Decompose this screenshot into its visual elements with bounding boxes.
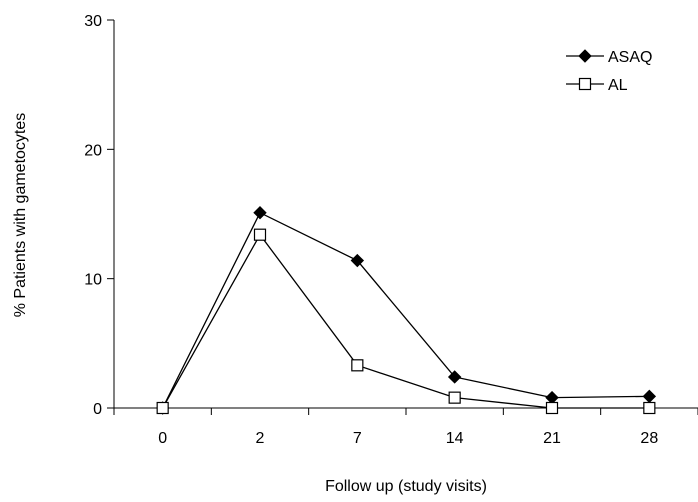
legend-label: ASAQ [608,49,652,66]
series-group [155,205,657,415]
data-point-asaq [642,389,657,404]
x-ticks: 0 2 7 14 21 28 [113,408,698,447]
series-line-al [162,233,650,409]
y-axis-title: % Patients with gametocytes [12,113,29,318]
data-point-al [448,391,461,404]
data-point-asaq [545,390,559,405]
y-tick-label: 10 [84,272,102,289]
legend-label: AL [608,77,628,94]
y-tick-label: 20 [84,142,102,159]
y-ticks: 0 10 20 30 [84,13,114,418]
legend-marker [578,49,592,63]
x-tick-label: 14 [446,430,464,447]
legend: ASAQ AL [566,49,652,94]
data-point-asaq [350,253,365,268]
y-tick-label: 0 [93,401,102,418]
data-point-al [351,359,364,372]
legend-item-asaq: ASAQ [566,49,652,66]
data-point-asaq [447,370,462,384]
data-point-asaq [253,205,267,220]
data-point-al [643,401,656,415]
legend-marker [578,77,592,91]
legend-item-al: AL [566,77,628,94]
data-point-al [253,228,267,241]
series-line-asaq [162,211,650,409]
series-al [156,228,656,415]
x-axis-title: Follow up (study visits) [325,478,487,495]
x-tick-label: 7 [353,430,362,447]
series-asaq [155,205,657,415]
y-tick-label: 30 [84,13,102,30]
x-tick-label: 28 [640,430,658,447]
data-point-al [156,401,169,415]
x-tick-label: 21 [543,430,561,447]
x-tick-label: 0 [158,430,167,447]
x-tick-label: 2 [256,430,265,447]
data-point-al [545,401,559,415]
